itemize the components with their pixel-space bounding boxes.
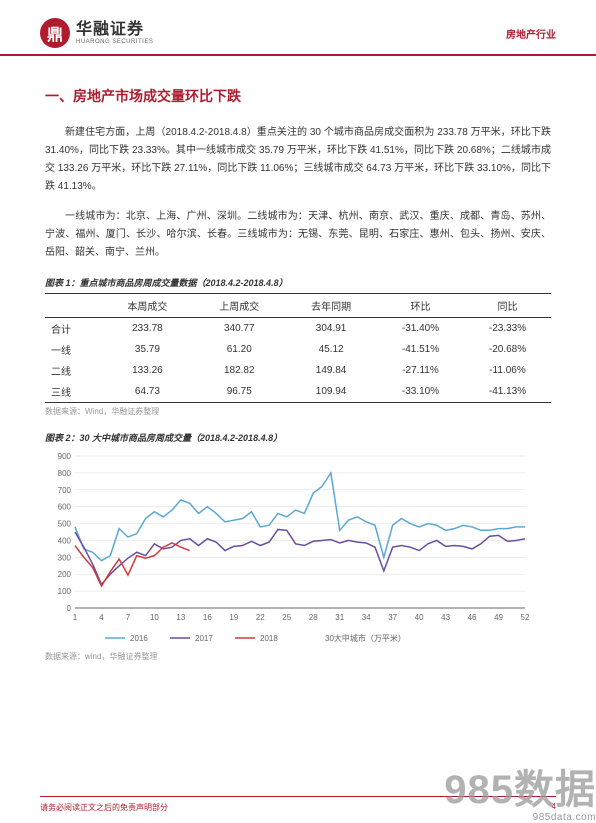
table-cell: 340.77	[193, 318, 285, 340]
table-cell: 45.12	[285, 339, 377, 360]
table-cell: -11.06%	[464, 360, 551, 381]
svg-text:49: 49	[494, 613, 503, 622]
svg-text:200: 200	[58, 570, 72, 579]
svg-text:700: 700	[58, 486, 72, 495]
svg-text:34: 34	[362, 613, 371, 622]
table1-caption: 图表 1：重点城市商品房周成交量数据（2018.4.2-2018.4.8）	[45, 276, 551, 289]
company-name-en: HUARONG SECURITIES	[76, 39, 153, 46]
paragraph-2: 一线城市为：北京、上海、广州、深圳。二线城市为：天津、杭州、南京、武汉、重庆、成…	[45, 208, 551, 262]
table1-h1: 本周成交	[102, 294, 194, 318]
company-name-zh: 华融证券	[76, 21, 153, 39]
table1-h2: 上周成交	[193, 294, 285, 318]
watermark: 985数据 985data.com	[444, 768, 596, 823]
table-cell: 64.73	[102, 381, 194, 403]
logo-area: 鼎 华融证券 HUARONG SECURITIES	[40, 18, 153, 48]
svg-text:46: 46	[468, 613, 477, 622]
svg-text:1: 1	[73, 613, 78, 622]
company-logo: 鼎	[40, 18, 70, 48]
table-cell: 304.91	[285, 318, 377, 340]
chart-caption: 图表 2：30 大中城市商品房周成交量（2018.4.2-2018.4.8）	[45, 431, 551, 444]
table-cell: -41.13%	[464, 381, 551, 403]
svg-text:16: 16	[203, 613, 212, 622]
table-cell: 133.26	[102, 360, 194, 381]
svg-text:600: 600	[58, 503, 72, 512]
paragraph-1: 新建住宅方面，上周（2018.4.2-2018.4.8）重点关注的 30 个城市…	[45, 124, 551, 196]
chart-source: 数据来源：wind，华融证券整理	[45, 651, 551, 662]
svg-text:100: 100	[58, 587, 72, 596]
svg-text:28: 28	[309, 613, 318, 622]
table-cell: -41.51%	[377, 339, 464, 360]
svg-text:2016: 2016	[130, 634, 148, 643]
line-chart: 0 100 200 300 400 500 600 700 800 900 1 4 7 10 13 16 19 2…	[45, 448, 551, 648]
svg-text:43: 43	[441, 613, 450, 622]
table1-h5: 同比	[464, 294, 551, 318]
table-cell: -27.11%	[377, 360, 464, 381]
svg-text:13: 13	[176, 613, 185, 622]
svg-text:40: 40	[415, 613, 424, 622]
table-cell: -33.10%	[377, 381, 464, 403]
svg-text:300: 300	[58, 553, 72, 562]
svg-text:2017: 2017	[195, 634, 213, 643]
table1: 本周成交 上周成交 去年同期 环比 同比 合计233.78340.77304.9…	[45, 293, 551, 403]
svg-text:30大中城市（万平米）: 30大中城市（万平米）	[325, 633, 406, 643]
table-row: 一线35.7961.2045.12-41.51%-20.68%	[45, 339, 551, 360]
table-cell: 233.78	[102, 318, 194, 340]
table-cell: 182.82	[193, 360, 285, 381]
table-cell: -20.68%	[464, 339, 551, 360]
svg-text:900: 900	[58, 452, 72, 461]
table-cell: 合计	[45, 318, 102, 340]
svg-text:2018: 2018	[260, 634, 278, 643]
table-cell: 61.20	[193, 339, 285, 360]
svg-text:400: 400	[58, 536, 72, 545]
table-row: 合计233.78340.77304.91-31.40%-23.33%	[45, 318, 551, 340]
header-industry: 房地产行业	[506, 26, 556, 41]
table1-h0	[45, 294, 102, 318]
chart-svg: 0 100 200 300 400 500 600 700 800 900 1 4 7 10 13 16 19 2…	[45, 448, 535, 648]
table-cell: 三线	[45, 381, 102, 403]
watermark-big: 985数据	[444, 768, 596, 812]
table-cell: 35.79	[102, 339, 194, 360]
table-cell: -31.40%	[377, 318, 464, 340]
page-content: 一、房地产市场成交量环比下跌 新建住宅方面，上周（2018.4.2-2018.4…	[0, 56, 596, 662]
table-cell: 96.75	[193, 381, 285, 403]
company-name-block: 华融证券 HUARONG SECURITIES	[76, 21, 153, 45]
table-row: 二线133.26182.82149.84-27.11%-11.06%	[45, 360, 551, 381]
svg-text:7: 7	[126, 613, 131, 622]
section-title: 一、房地产市场成交量环比下跌	[45, 86, 551, 106]
table1-header-row: 本周成交 上周成交 去年同期 环比 同比	[45, 294, 551, 318]
svg-text:25: 25	[282, 613, 291, 622]
svg-text:500: 500	[58, 520, 72, 529]
svg-text:52: 52	[521, 613, 530, 622]
table-cell: 二线	[45, 360, 102, 381]
svg-text:19: 19	[229, 613, 238, 622]
table-cell: 一线	[45, 339, 102, 360]
table-cell: 109.94	[285, 381, 377, 403]
table-cell: 149.84	[285, 360, 377, 381]
svg-text:4: 4	[99, 613, 104, 622]
watermark-small: 985data.com	[444, 812, 596, 823]
table-cell: -23.33%	[464, 318, 551, 340]
page-header: 鼎 华融证券 HUARONG SECURITIES 房地产行业	[0, 0, 596, 56]
footer-disclaimer: 请务必阅读正文之后的免责声明部分	[40, 802, 168, 813]
svg-text:10: 10	[150, 613, 159, 622]
svg-text:800: 800	[58, 469, 72, 478]
table1-h4: 环比	[377, 294, 464, 318]
svg-text:31: 31	[335, 613, 344, 622]
logo-text: 鼎	[47, 21, 63, 45]
svg-text:0: 0	[67, 604, 72, 613]
svg-text:37: 37	[388, 613, 397, 622]
table-row: 三线64.7396.75109.94-33.10%-41.13%	[45, 381, 551, 403]
table1-source: 数据来源：Wind，华融证券整理	[45, 406, 551, 417]
table1-h3: 去年同期	[285, 294, 377, 318]
svg-text:22: 22	[256, 613, 265, 622]
